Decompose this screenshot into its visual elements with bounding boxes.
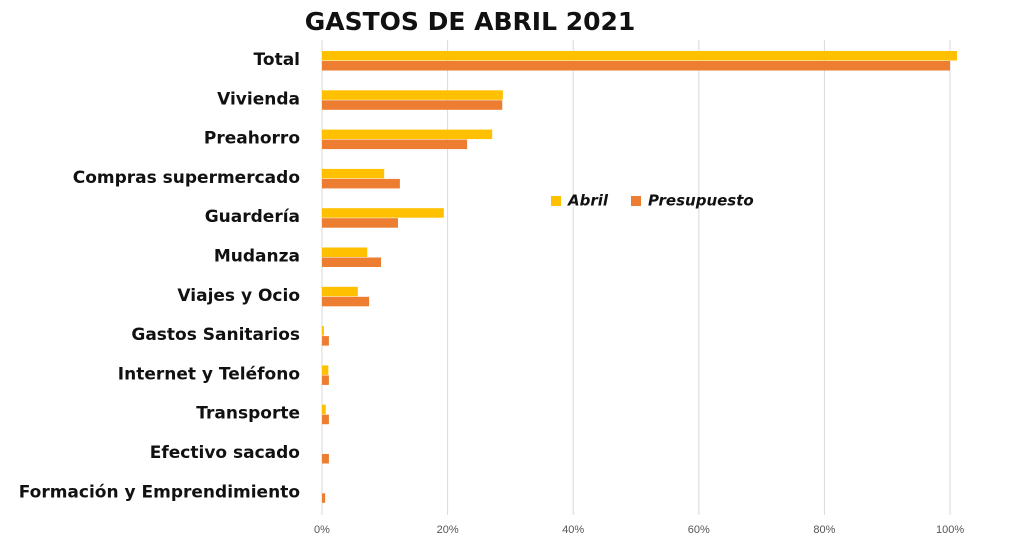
y-tick-label: Internet y Teléfono — [118, 364, 300, 384]
y-tick-label: Guardería — [205, 207, 300, 227]
y-tick-label: Preahorro — [204, 129, 300, 149]
y-tick-label: Transporte — [196, 404, 300, 424]
bar — [322, 336, 329, 346]
bar — [322, 365, 329, 375]
y-tick-label: Formación y Emprendimiento — [19, 482, 300, 502]
legend-swatch — [631, 196, 641, 206]
y-tick-label: Efectivo sacado — [150, 443, 300, 463]
bar — [322, 375, 329, 385]
x-tick-label: 0% — [314, 524, 330, 536]
y-tick-label: Compras supermercado — [73, 168, 300, 188]
bar — [322, 454, 329, 464]
x-tick-label: 80% — [813, 524, 835, 536]
y-tick-label: Gastos Sanitarios — [131, 325, 300, 345]
bar — [322, 286, 358, 297]
chart-title: GASTOS DE ABRIL 2021 — [305, 7, 636, 36]
x-tick-label: 100% — [936, 524, 964, 536]
bar — [322, 51, 957, 61]
bar — [322, 208, 444, 218]
y-tick-label: Viajes y Ocio — [177, 286, 300, 306]
bar — [322, 493, 326, 503]
bar — [322, 296, 370, 307]
bar — [322, 257, 382, 267]
x-tick-label: 20% — [437, 524, 459, 536]
legend-label: Presupuesto — [648, 192, 754, 210]
bar — [322, 414, 329, 425]
bar — [322, 139, 468, 150]
legend-label: Abril — [567, 192, 609, 210]
y-tick-label: Total — [254, 50, 300, 70]
bar — [322, 247, 368, 257]
bar — [322, 218, 398, 228]
y-tick-label: Mudanza — [214, 247, 300, 267]
x-tick-label: 40% — [562, 524, 584, 536]
x-tick-label: 60% — [688, 524, 710, 536]
bar — [322, 326, 324, 336]
bar — [322, 129, 493, 140]
bar — [322, 178, 400, 189]
y-tick-label: Vivienda — [217, 89, 300, 109]
bar — [322, 90, 503, 100]
legend-swatch — [551, 196, 561, 206]
bar — [322, 61, 951, 71]
bar — [322, 168, 385, 179]
bar — [322, 404, 326, 415]
bar — [322, 100, 503, 110]
